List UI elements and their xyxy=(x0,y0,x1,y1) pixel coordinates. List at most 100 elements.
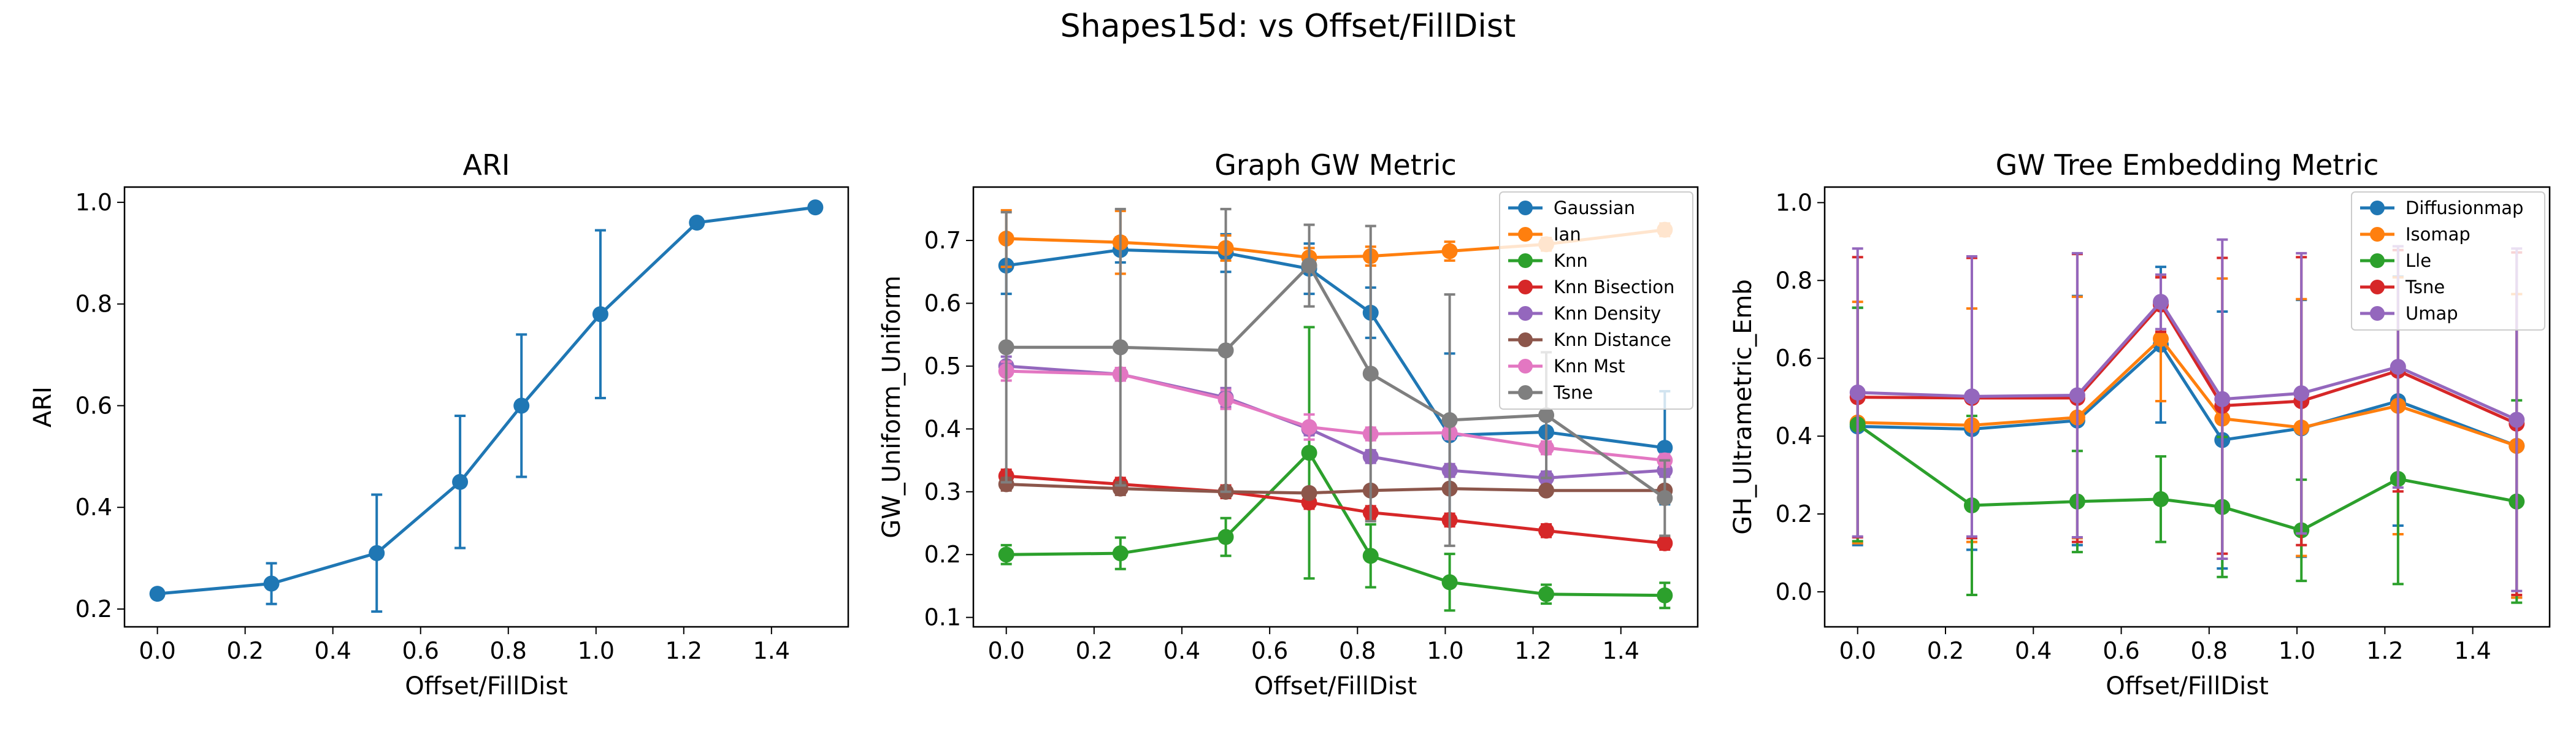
legend-label: Knn xyxy=(1554,250,1588,271)
data-point xyxy=(1538,586,1555,602)
series-line xyxy=(1006,248,1665,450)
x-axis-label: Offset/FillDist xyxy=(1254,672,1417,700)
y-tick-label: 0.4 xyxy=(924,415,961,442)
chart-title: GW Tree Embedding Metric xyxy=(1996,148,2379,182)
data-point xyxy=(513,397,530,414)
data-point xyxy=(1217,529,1234,545)
x-tick-label: 0.6 xyxy=(1251,637,1288,664)
series-line xyxy=(1006,369,1665,462)
data-point xyxy=(998,546,1014,563)
series-line xyxy=(1006,450,1665,597)
data-point xyxy=(2390,359,2406,375)
data-point xyxy=(452,473,469,490)
legend-swatch-marker xyxy=(2370,253,2385,268)
series-line xyxy=(1006,482,1665,495)
legend-label: Isomap xyxy=(2405,224,2471,245)
series-line xyxy=(1857,336,2518,448)
legend: Diffusionmap Isomap Lle Tsne Umap xyxy=(2351,191,2545,331)
x-axis-label: Offset/FillDist xyxy=(2106,672,2269,700)
x-tick-label: 0.0 xyxy=(987,637,1024,664)
x-tick-label: 1.2 xyxy=(2366,637,2403,664)
legend-swatch-marker xyxy=(2370,227,2385,242)
data-point xyxy=(1657,587,1673,604)
data-point xyxy=(1217,342,1234,359)
x-tick-label: 0.8 xyxy=(490,637,527,664)
series-line xyxy=(1857,342,2518,448)
data-point xyxy=(369,545,385,561)
data-point xyxy=(2069,387,2085,404)
legend-swatch-marker xyxy=(1518,280,1533,294)
x-axis-label: Offset/FillDist xyxy=(405,672,568,700)
y-tick-label: 0.6 xyxy=(924,289,961,316)
y-tick-label: 0.8 xyxy=(75,291,112,318)
legend-label: Knn Density xyxy=(1554,303,1661,324)
legend-swatch-marker xyxy=(1518,359,1533,374)
x-tick-label: 0.4 xyxy=(2015,637,2052,664)
legend: Gaussian Ian Knn Knn Bisection Knn Density Kn… xyxy=(1499,191,1693,410)
data-point xyxy=(1657,535,1673,551)
x-tick-label: 1.0 xyxy=(1427,637,1463,664)
legend-swatch-marker xyxy=(2370,306,2385,321)
series-line xyxy=(157,205,816,596)
legend-label: Diffusionmap xyxy=(2405,197,2523,218)
legend-box xyxy=(1499,191,1693,410)
x-tick-label: 0.8 xyxy=(2191,637,2228,664)
data-point xyxy=(2153,294,2169,310)
data-point xyxy=(1657,440,1673,456)
y-tick-label: 1.0 xyxy=(1776,189,1812,216)
x-tick-label: 1.4 xyxy=(1603,637,1639,664)
legend-label: Tsne xyxy=(1553,382,1593,403)
chart-title: Graph GW Metric xyxy=(1214,148,1456,182)
data-point xyxy=(1301,485,1317,501)
data-point xyxy=(1849,385,1866,401)
x-tick-label: 0.0 xyxy=(1839,637,1876,664)
data-point xyxy=(1963,388,1980,405)
x-tick-label: 0.2 xyxy=(1927,637,1964,664)
y-tick-label: 0.2 xyxy=(1776,500,1812,527)
y-tick-label: 0.5 xyxy=(924,353,961,380)
y-tick-label: 0.7 xyxy=(924,227,961,254)
plot-frame xyxy=(972,186,1699,628)
y-tick-label: 0.8 xyxy=(1776,267,1812,294)
series-umap xyxy=(1849,238,2525,592)
data-point xyxy=(2153,491,2169,507)
y-tick-label: 0.0 xyxy=(1776,578,1812,605)
chart-2: Graph GW Metric 0.0 0.2 0.4 0.6 0.8 1.0 1.2 1.4 0… xyxy=(878,148,1699,700)
legend-swatch-marker xyxy=(1518,253,1533,268)
legend-swatch-marker xyxy=(1518,201,1533,215)
data-point xyxy=(2509,412,2525,428)
y-axis-label: GW_Uniform_Uniform xyxy=(878,275,906,539)
chart-3: GW Tree Embedding Metric 0.0 0.2 0.4 0.6 0.8 1… xyxy=(1729,148,2551,700)
legend-label: Knn Bisection xyxy=(1554,277,1674,297)
y-tick-label: 0.2 xyxy=(924,541,961,568)
x-tick-label: 1.2 xyxy=(1514,637,1551,664)
data-point xyxy=(592,306,608,323)
legend-swatch-marker xyxy=(1518,385,1533,400)
legend-label: Ian xyxy=(1554,224,1581,245)
x-tick-label: 0.4 xyxy=(1163,637,1200,664)
legend-swatch-marker xyxy=(1518,227,1533,242)
legend-swatch-marker xyxy=(1518,306,1533,321)
y-tick-label: 0.6 xyxy=(75,392,112,419)
x-tick-label: 0.8 xyxy=(1339,637,1376,664)
series-line xyxy=(1857,423,2517,532)
data-point xyxy=(1362,366,1379,382)
x-tick-label: 0.6 xyxy=(402,637,439,664)
y-tick-label: 1.0 xyxy=(75,189,112,216)
plot-frame xyxy=(123,186,849,628)
x-tick-label: 0.2 xyxy=(226,637,263,664)
y-tick-label: 0.1 xyxy=(924,604,961,631)
legend-label: Gaussian xyxy=(1554,197,1635,218)
data-point xyxy=(1301,258,1317,274)
y-tick-label: 0.4 xyxy=(1776,423,1812,450)
x-tick-label: 0.6 xyxy=(2103,637,2139,664)
data-point xyxy=(807,199,824,216)
y-tick-label: 0.6 xyxy=(1776,345,1812,372)
y-tick-label: 0.4 xyxy=(75,494,112,521)
data-point xyxy=(1538,407,1555,423)
data-point xyxy=(1301,445,1317,461)
series-knn xyxy=(998,326,1673,612)
x-tick-label: 0.0 xyxy=(139,637,175,664)
data-point xyxy=(149,586,166,602)
